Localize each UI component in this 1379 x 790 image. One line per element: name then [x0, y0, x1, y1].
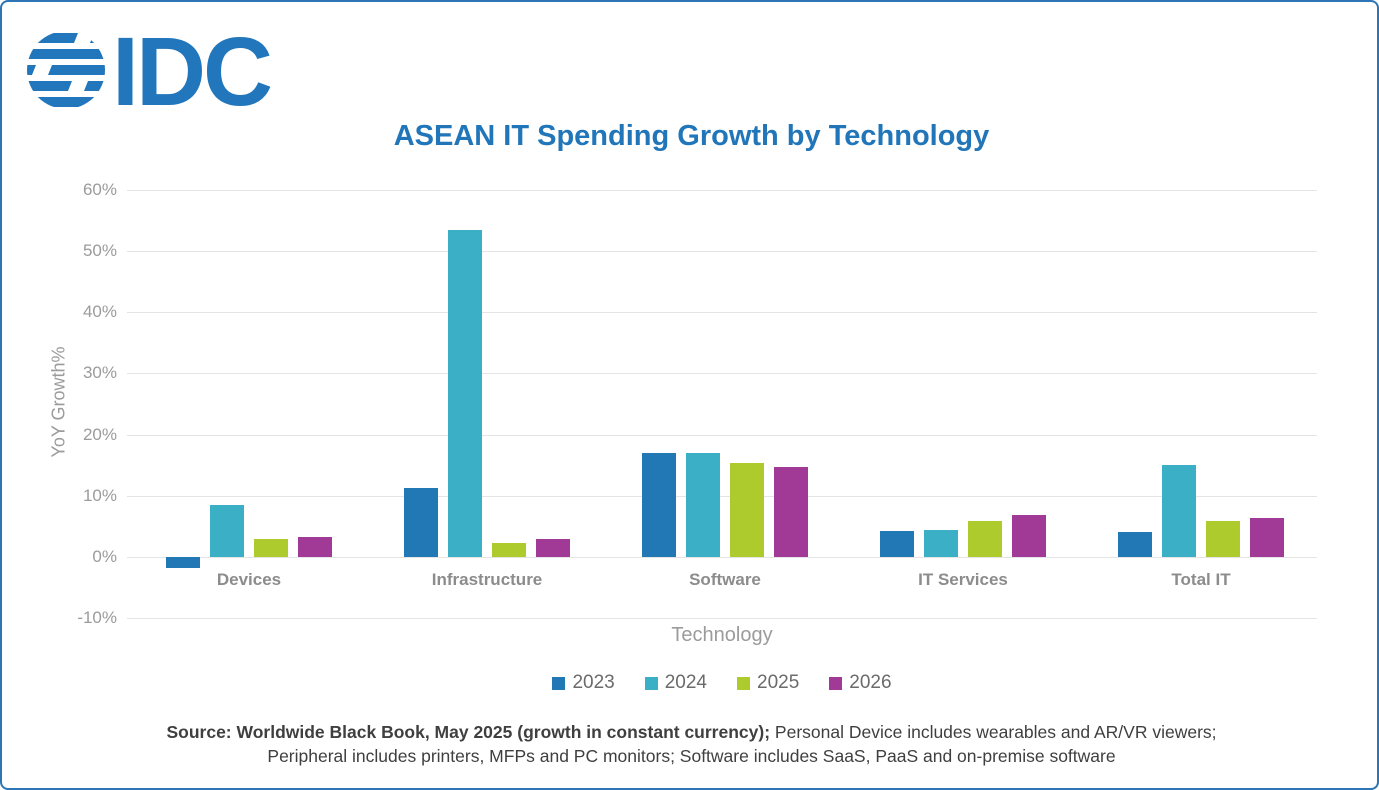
source-note-line1-rest: Personal Device includes wearables and A…	[770, 722, 1217, 742]
legend-item-2024: 2024	[644, 672, 707, 694]
bar-devices-2023	[166, 556, 200, 568]
y-tick-label-30: 30%	[82, 363, 117, 383]
bar-devices-2025	[254, 538, 288, 557]
bar-software-2026	[774, 466, 808, 557]
source-note-line2: Peripheral includes printers, MFPs and P…	[267, 745, 1116, 766]
bar-software-2023	[642, 452, 676, 557]
bar-infrastructure-2024	[448, 229, 482, 557]
bar-software-2025	[730, 463, 764, 557]
legend-label: 2026	[849, 672, 892, 693]
idc-logo-text: IDC	[112, 22, 271, 118]
legend: 2023 2024 2025 2026	[127, 672, 1317, 694]
y-axis-title: YoY Growth%	[48, 346, 69, 458]
chart-title: ASEAN IT Spending Growth by Technology	[393, 120, 990, 152]
bar-it-services-2024	[924, 529, 958, 557]
y-tick-label-60: 60%	[82, 180, 117, 199]
bar-infrastructure-2025	[492, 543, 526, 557]
bar-it-services-2025	[968, 520, 1002, 557]
y-tick-label-0: 0%	[92, 546, 117, 566]
bar-infrastructure-2023	[404, 488, 438, 557]
bar-devices-2026	[298, 536, 332, 557]
x-category-label-devices: Devices	[216, 569, 282, 589]
legend-swatch-icon	[552, 676, 566, 690]
bar-it-services-2023	[880, 530, 914, 557]
gridline-50	[127, 251, 1317, 253]
source-note: Source: Worldwide Black Book, May 2025 (…	[52, 721, 1331, 768]
bar-it-services-2026	[1012, 515, 1046, 557]
legend-swatch-icon	[737, 676, 750, 690]
gridline-20	[127, 434, 1317, 436]
y-tick-label-50: 50%	[82, 241, 117, 261]
x-category-label-total-it: Total IT	[1171, 569, 1231, 589]
gridline-10	[127, 495, 1317, 497]
x-category-label-infrastructure: Infrastructure	[431, 569, 543, 589]
bar-total-it-2026	[1250, 517, 1284, 557]
y-tick-label-10: 10%	[82, 485, 117, 505]
x-axis-title: Technology	[671, 624, 773, 646]
gridline-40	[127, 312, 1317, 314]
x-category-label-software: Software	[689, 569, 761, 589]
bar-devices-2024	[210, 504, 244, 557]
legend-item-2026: 2026	[829, 672, 892, 694]
idc-globe-icon: IDC	[27, 17, 274, 126]
gridline--10	[127, 618, 1317, 619]
y-tick-label-20: 20%	[82, 424, 117, 444]
legend-label: 2024	[664, 672, 707, 693]
idc-logo: IDC	[26, 17, 276, 126]
legend-item-2023: 2023	[552, 672, 615, 694]
legend-swatch-icon	[829, 676, 843, 690]
x-category-label-it-services: IT Services	[918, 569, 1008, 589]
source-note-bold: Source: Worldwide Black Book, May 2025 (…	[166, 722, 771, 742]
bar-total-it-2024	[1162, 464, 1196, 557]
legend-label: 2023	[572, 672, 615, 693]
bar-infrastructure-2026	[536, 538, 570, 557]
gridline-0	[127, 556, 1317, 558]
bar-total-it-2025	[1206, 520, 1240, 557]
gridline-30	[127, 373, 1317, 375]
bar-software-2024	[686, 452, 720, 557]
legend-label: 2025	[757, 672, 800, 693]
legend-item-2025: 2025	[737, 672, 799, 694]
gridline-60	[127, 190, 1317, 191]
y-tick-label--10: -10%	[77, 608, 117, 627]
bar-total-it-2023	[1118, 532, 1152, 557]
y-tick-label-40: 40%	[82, 302, 117, 322]
legend-swatch-icon	[644, 676, 658, 690]
